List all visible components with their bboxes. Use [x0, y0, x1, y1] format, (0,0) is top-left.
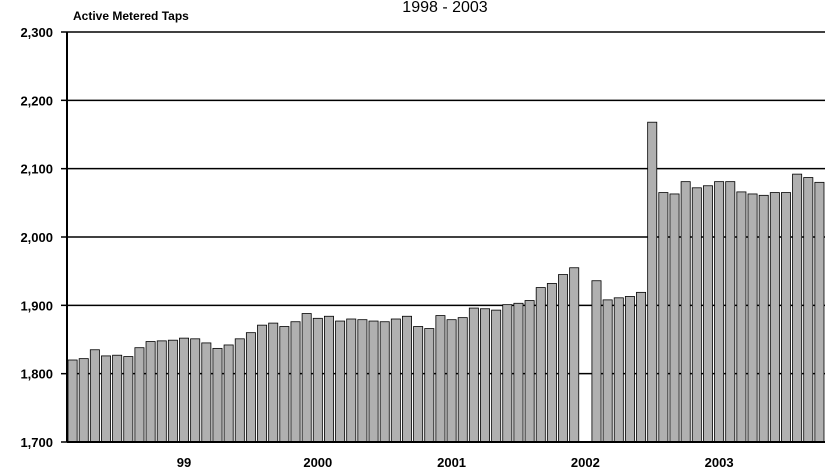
x-tick-label: 2002	[571, 455, 600, 470]
bar	[647, 121, 658, 443]
bar	[145, 341, 156, 443]
bar	[535, 287, 546, 443]
bar	[546, 283, 557, 443]
bar	[558, 274, 569, 443]
bar	[524, 300, 535, 443]
bar	[223, 344, 234, 443]
bar	[669, 193, 680, 443]
bar	[312, 317, 323, 443]
bar	[691, 187, 702, 443]
bar	[446, 319, 457, 443]
bar	[736, 191, 747, 443]
bar	[402, 315, 412, 443]
bar	[346, 318, 357, 443]
bar	[457, 317, 468, 443]
bar	[323, 315, 334, 443]
bar	[591, 280, 602, 443]
bar	[725, 181, 736, 443]
bar	[658, 192, 669, 443]
bar	[390, 318, 401, 443]
x-tick-labels: 99 2000 2001 2002 2003	[177, 455, 734, 470]
bar	[513, 302, 524, 443]
bar	[613, 297, 624, 443]
x-tick-label: 2003	[705, 455, 734, 470]
bar	[156, 340, 167, 443]
y-tick-label: 1,800	[20, 367, 53, 382]
bar	[413, 326, 424, 443]
bar	[435, 315, 446, 443]
bar	[123, 356, 134, 443]
bar	[234, 338, 245, 443]
x-tick-label: 2000	[303, 455, 332, 470]
y-tick-labels: 1,700 1,800 1,900 2,000 2,100 2,200 2,300	[20, 25, 53, 450]
bar	[201, 342, 212, 443]
bar	[134, 347, 145, 443]
bar	[335, 320, 346, 443]
bar	[379, 321, 390, 443]
bar	[279, 326, 290, 443]
bar	[747, 193, 758, 443]
chart-title: 1998 - 2003	[402, 0, 488, 16]
bar	[814, 181, 825, 443]
bar	[569, 267, 580, 443]
bar	[78, 358, 89, 443]
bar	[101, 355, 111, 443]
bar	[67, 359, 78, 443]
bar	[468, 307, 479, 443]
bar	[179, 337, 190, 443]
bar	[769, 192, 780, 443]
bar	[602, 299, 613, 443]
bar	[758, 194, 769, 443]
bar	[714, 181, 725, 443]
bar	[301, 313, 312, 443]
bar	[424, 328, 435, 443]
bars	[67, 121, 825, 443]
bar	[357, 319, 368, 443]
y-tick-label: 1,700	[20, 435, 53, 450]
bar	[89, 349, 100, 443]
x-tick-label: 99	[177, 455, 191, 470]
bar	[245, 332, 256, 443]
bar	[368, 320, 379, 443]
bar	[112, 354, 123, 443]
bar	[781, 192, 791, 443]
bar	[636, 291, 647, 443]
bar	[212, 347, 223, 443]
axes	[61, 31, 825, 443]
y-tick-label: 1,900	[20, 298, 53, 313]
y-axis-title: Active Metered Taps	[73, 9, 189, 23]
bar	[491, 309, 502, 443]
y-tick-label: 2,100	[20, 162, 53, 177]
y-tick-label: 2,300	[20, 25, 53, 40]
bar	[803, 177, 814, 443]
bar	[290, 321, 301, 443]
y-tick-label: 2,000	[20, 230, 53, 245]
bar	[257, 324, 268, 443]
bar	[190, 338, 201, 443]
bar	[268, 322, 279, 443]
bar	[680, 181, 691, 443]
bar	[167, 339, 178, 443]
bar	[624, 296, 635, 443]
x-tick-label: 2001	[437, 455, 466, 470]
bar	[702, 185, 713, 443]
bar	[502, 304, 513, 443]
bar	[792, 173, 803, 443]
y-tick-label: 2,200	[20, 93, 53, 108]
bar	[480, 308, 490, 443]
